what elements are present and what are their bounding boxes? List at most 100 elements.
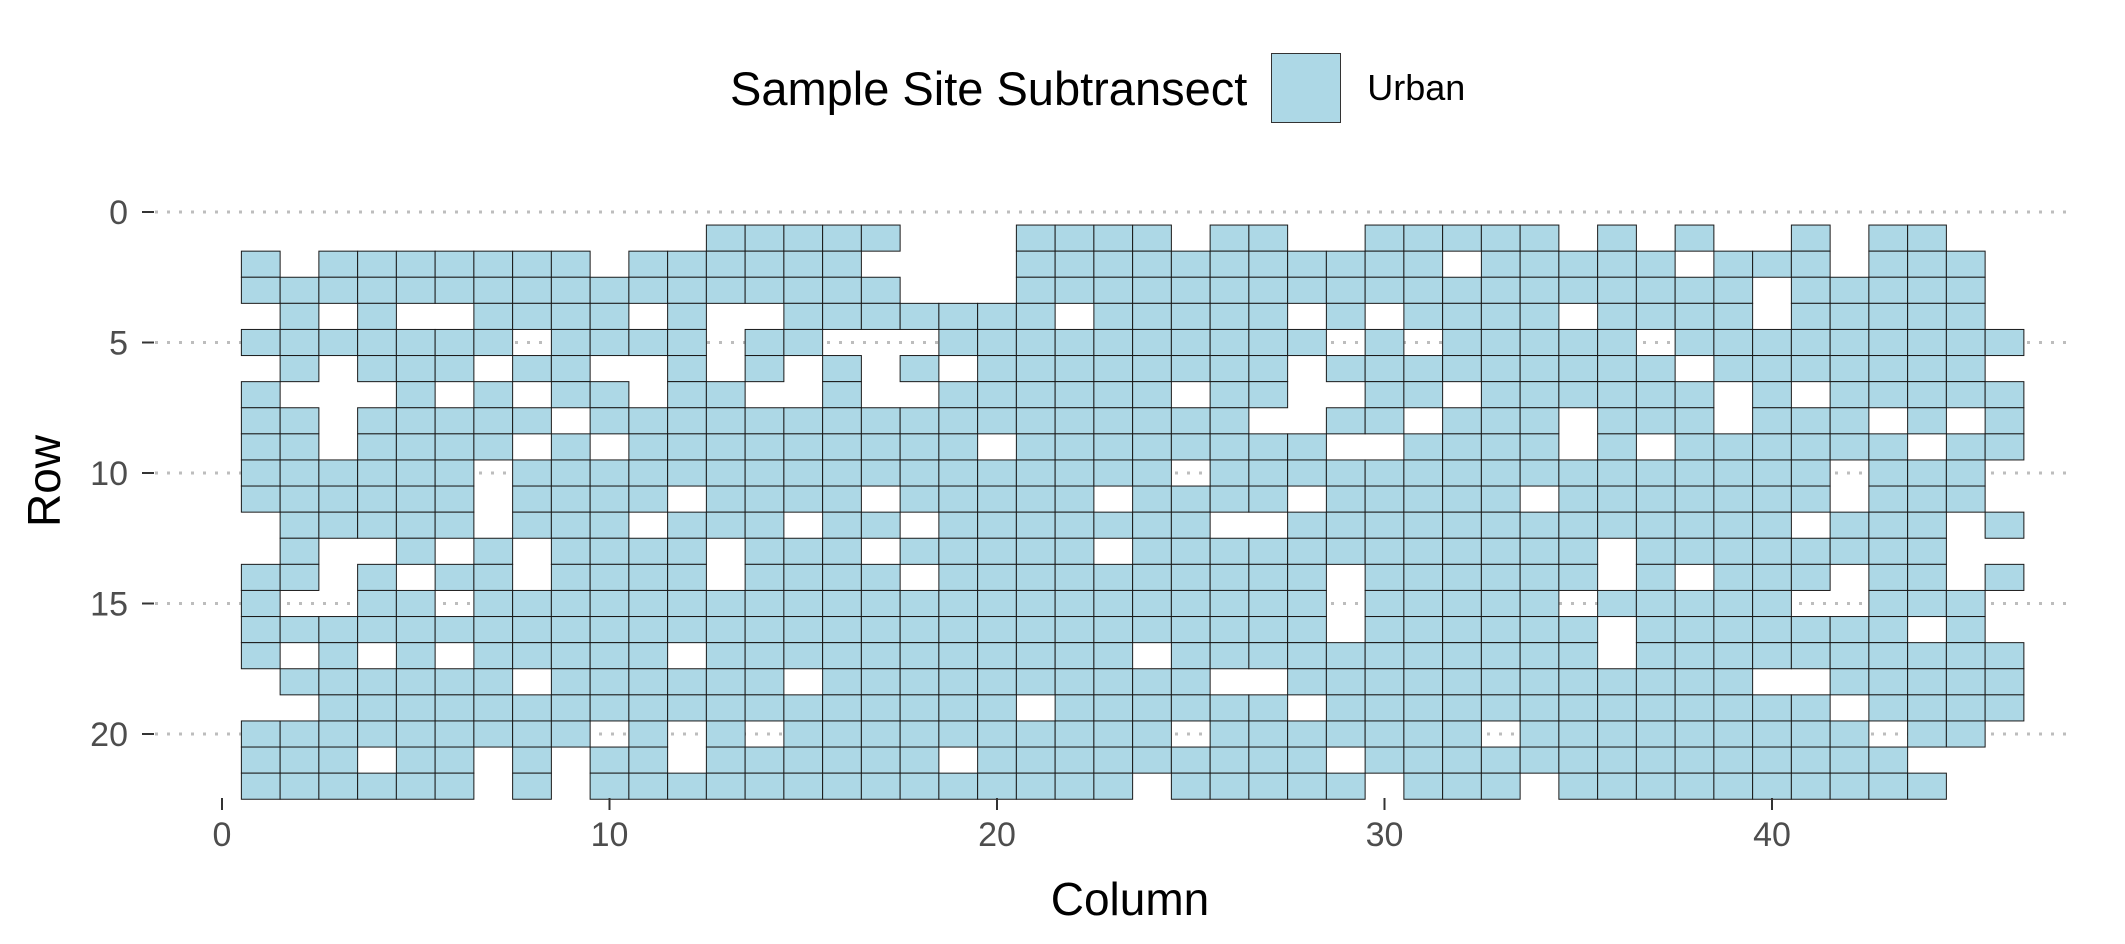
cell-r11-c32 — [1442, 485, 1482, 513]
cell-r13-c12 — [667, 537, 707, 565]
cell-r19-c3 — [318, 694, 359, 722]
cell-r21-c43 — [1868, 746, 1909, 774]
cell-r18-c32 — [1442, 668, 1482, 696]
cell-r5-c14 — [744, 328, 785, 357]
cell-r18-c12 — [667, 668, 707, 696]
cell-r19-c46 — [1984, 694, 2025, 722]
cell-r8-c21 — [1015, 407, 1056, 435]
cell-r13-c28 — [1287, 537, 1327, 565]
cell-r16-c2 — [279, 616, 320, 644]
cell-r22-c20 — [977, 772, 1017, 800]
cell-r9-c39 — [1713, 433, 1754, 461]
cell-r5-c25 — [1170, 328, 1211, 357]
cell-r16-c22 — [1054, 616, 1095, 644]
cell-r16-c25 — [1170, 616, 1211, 644]
cell-r17-c16 — [822, 642, 862, 670]
cell-r13-c39 — [1713, 537, 1754, 565]
cell-r14-c26 — [1209, 563, 1250, 591]
cell-r4-c23 — [1093, 302, 1134, 330]
cell-r4-c16 — [822, 302, 862, 330]
cell-r6-c32 — [1442, 355, 1482, 383]
cell-r14-c6 — [434, 563, 475, 591]
cell-r2-c22 — [1054, 250, 1095, 278]
cell-r17-c35 — [1558, 642, 1599, 670]
cell-r11-c18 — [899, 485, 940, 513]
cell-r7-c33 — [1480, 381, 1521, 409]
cell-r8-c30 — [1364, 407, 1405, 435]
axes: 0 5 10 15 20 0 10 20 30 40 — [90, 194, 1791, 854]
cell-r18-c37 — [1635, 668, 1676, 696]
cell-r11-c10 — [589, 485, 630, 513]
cell-r19-c31 — [1403, 694, 1444, 722]
cell-r10-c16 — [822, 459, 862, 487]
cell-r15-c44 — [1907, 589, 1947, 618]
cell-r1-c22 — [1054, 224, 1095, 252]
cell-r4-c32 — [1442, 302, 1482, 330]
cell-r9-c33 — [1480, 433, 1521, 461]
cell-r17-c38 — [1674, 642, 1715, 670]
cell-r13-c33 — [1480, 537, 1521, 565]
cell-r18-c25 — [1170, 668, 1211, 696]
cell-r8-c16 — [822, 407, 862, 435]
cell-r2-c43 — [1868, 250, 1909, 278]
cell-r12-c2 — [279, 511, 320, 539]
cell-r12-c6 — [434, 511, 475, 539]
cell-r17-c41 — [1790, 642, 1831, 670]
cell-r3-c23 — [1093, 276, 1134, 304]
cell-r18-c21 — [1015, 668, 1056, 696]
cell-r6-c18 — [899, 355, 940, 383]
cell-r2-c34 — [1519, 250, 1560, 278]
cell-r21-c14 — [744, 746, 785, 774]
cell-r7-c36 — [1597, 381, 1637, 409]
cell-r3-c21 — [1015, 276, 1056, 304]
cell-r10-c39 — [1713, 459, 1754, 487]
cell-r7-c43 — [1868, 381, 1909, 409]
cell-r10-c27 — [1248, 459, 1289, 487]
cell-r16-c40 — [1752, 616, 1792, 644]
cell-r3-c34 — [1519, 276, 1560, 304]
cell-r11-c22 — [1054, 485, 1095, 513]
cell-r22-c11 — [628, 772, 669, 800]
cell-r10-c28 — [1287, 459, 1327, 487]
cell-r8-c29 — [1325, 407, 1366, 435]
cell-r15-c17 — [860, 589, 901, 618]
cell-r8-c2 — [279, 407, 320, 435]
cell-r12-c9 — [550, 511, 591, 539]
cell-r19-c44 — [1907, 694, 1947, 722]
cell-r20-c5 — [395, 720, 436, 748]
cell-r11-c25 — [1170, 485, 1211, 513]
cell-r3-c36 — [1597, 276, 1637, 304]
cell-r21-c8 — [512, 746, 552, 774]
cell-r5-c6 — [434, 328, 475, 357]
cell-r10-c26 — [1209, 459, 1250, 487]
cell-r17-c20 — [977, 642, 1017, 670]
cell-r17-c42 — [1829, 642, 1870, 670]
cell-r16-c15 — [783, 616, 824, 644]
cell-r18-c11 — [628, 668, 669, 696]
cell-r8-c33 — [1480, 407, 1521, 435]
cell-r19-c24 — [1132, 694, 1172, 722]
cell-r15-c31 — [1403, 589, 1444, 618]
cell-r20-c6 — [434, 720, 475, 748]
cell-r17-c37 — [1635, 642, 1676, 670]
cell-r5-c7 — [473, 328, 514, 357]
cell-r18-c2 — [279, 668, 320, 696]
x-tick-label-0: 0 — [213, 816, 232, 854]
cell-r18-c22 — [1054, 668, 1095, 696]
cell-r11-c16 — [822, 485, 862, 513]
cell-r22-c29 — [1325, 772, 1366, 800]
cell-r10-c23 — [1093, 459, 1134, 487]
cell-r8-c32 — [1442, 407, 1482, 435]
cell-r11-c36 — [1597, 485, 1637, 513]
cell-r19-c26 — [1209, 694, 1250, 722]
cell-r11-c44 — [1907, 485, 1947, 513]
cell-r19-c18 — [899, 694, 940, 722]
cell-r16-c13 — [705, 616, 746, 644]
cell-r16-c16 — [822, 616, 862, 644]
cell-r19-c40 — [1752, 694, 1792, 722]
cell-r3-c16 — [822, 276, 862, 304]
cell-r8-c1 — [240, 407, 281, 435]
cell-r18-c42 — [1829, 668, 1870, 696]
cell-r13-c14 — [744, 537, 785, 565]
cell-r3-c37 — [1635, 276, 1676, 304]
